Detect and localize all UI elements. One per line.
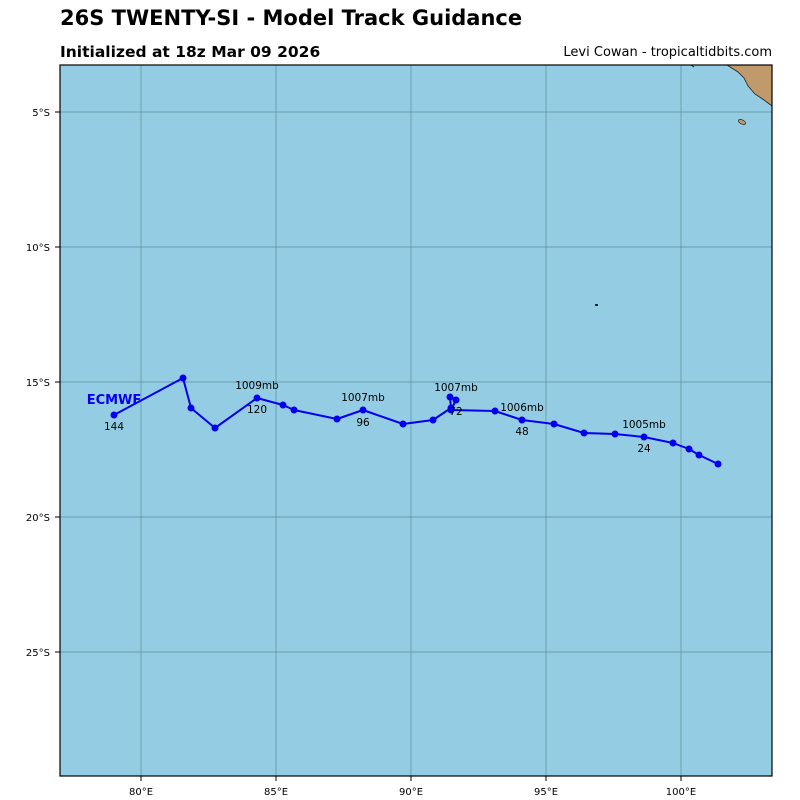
grid [60, 65, 772, 776]
lat-tick-10s: 10°S [26, 243, 50, 254]
land-cocos-islands [595, 304, 598, 306]
lon-tick-100: 100°E [666, 787, 696, 798]
lat-tick-25s: 25°S [26, 648, 50, 659]
pressure-72: 1007mb [434, 382, 478, 394]
chart-title: 26S TWENTY-SI - Model Track Guidance [60, 6, 523, 30]
ocean [60, 65, 772, 776]
lat-tick-20s: 20°S [26, 513, 50, 524]
pressure-120: 1009mb [235, 380, 279, 392]
lat-tick-15s: 15°S [26, 378, 50, 389]
lon-tick-85: 85°E [264, 787, 288, 798]
lon-tick-95: 95°E [534, 787, 558, 798]
credit: Levi Cowan - tropicaltidbits.com [563, 45, 772, 60]
hour-144: 144 [104, 421, 124, 433]
land-island [737, 119, 747, 125]
lon-tick-80: 80°E [129, 787, 153, 798]
init-time: Initialized at 18z Mar 09 2026 [60, 43, 321, 61]
lat-tick-5s: 5°S [32, 108, 50, 119]
hour-120: 120 [247, 404, 267, 416]
hour-24: 24 [637, 443, 651, 455]
hour-96: 96 [356, 417, 370, 429]
pressure-48: 1006mb [500, 402, 544, 414]
lon-tick-90: 90°E [399, 787, 423, 798]
pressure-96: 1007mb [341, 392, 385, 404]
model-label-ecmwf: ECMWF [87, 393, 142, 408]
pressure-24: 1005mb [622, 419, 666, 431]
plot-frame [59, 64, 773, 777]
hour-72: 72 [449, 406, 462, 418]
ecmwf-track-points [110, 374, 722, 468]
hour-48: 48 [515, 426, 528, 438]
